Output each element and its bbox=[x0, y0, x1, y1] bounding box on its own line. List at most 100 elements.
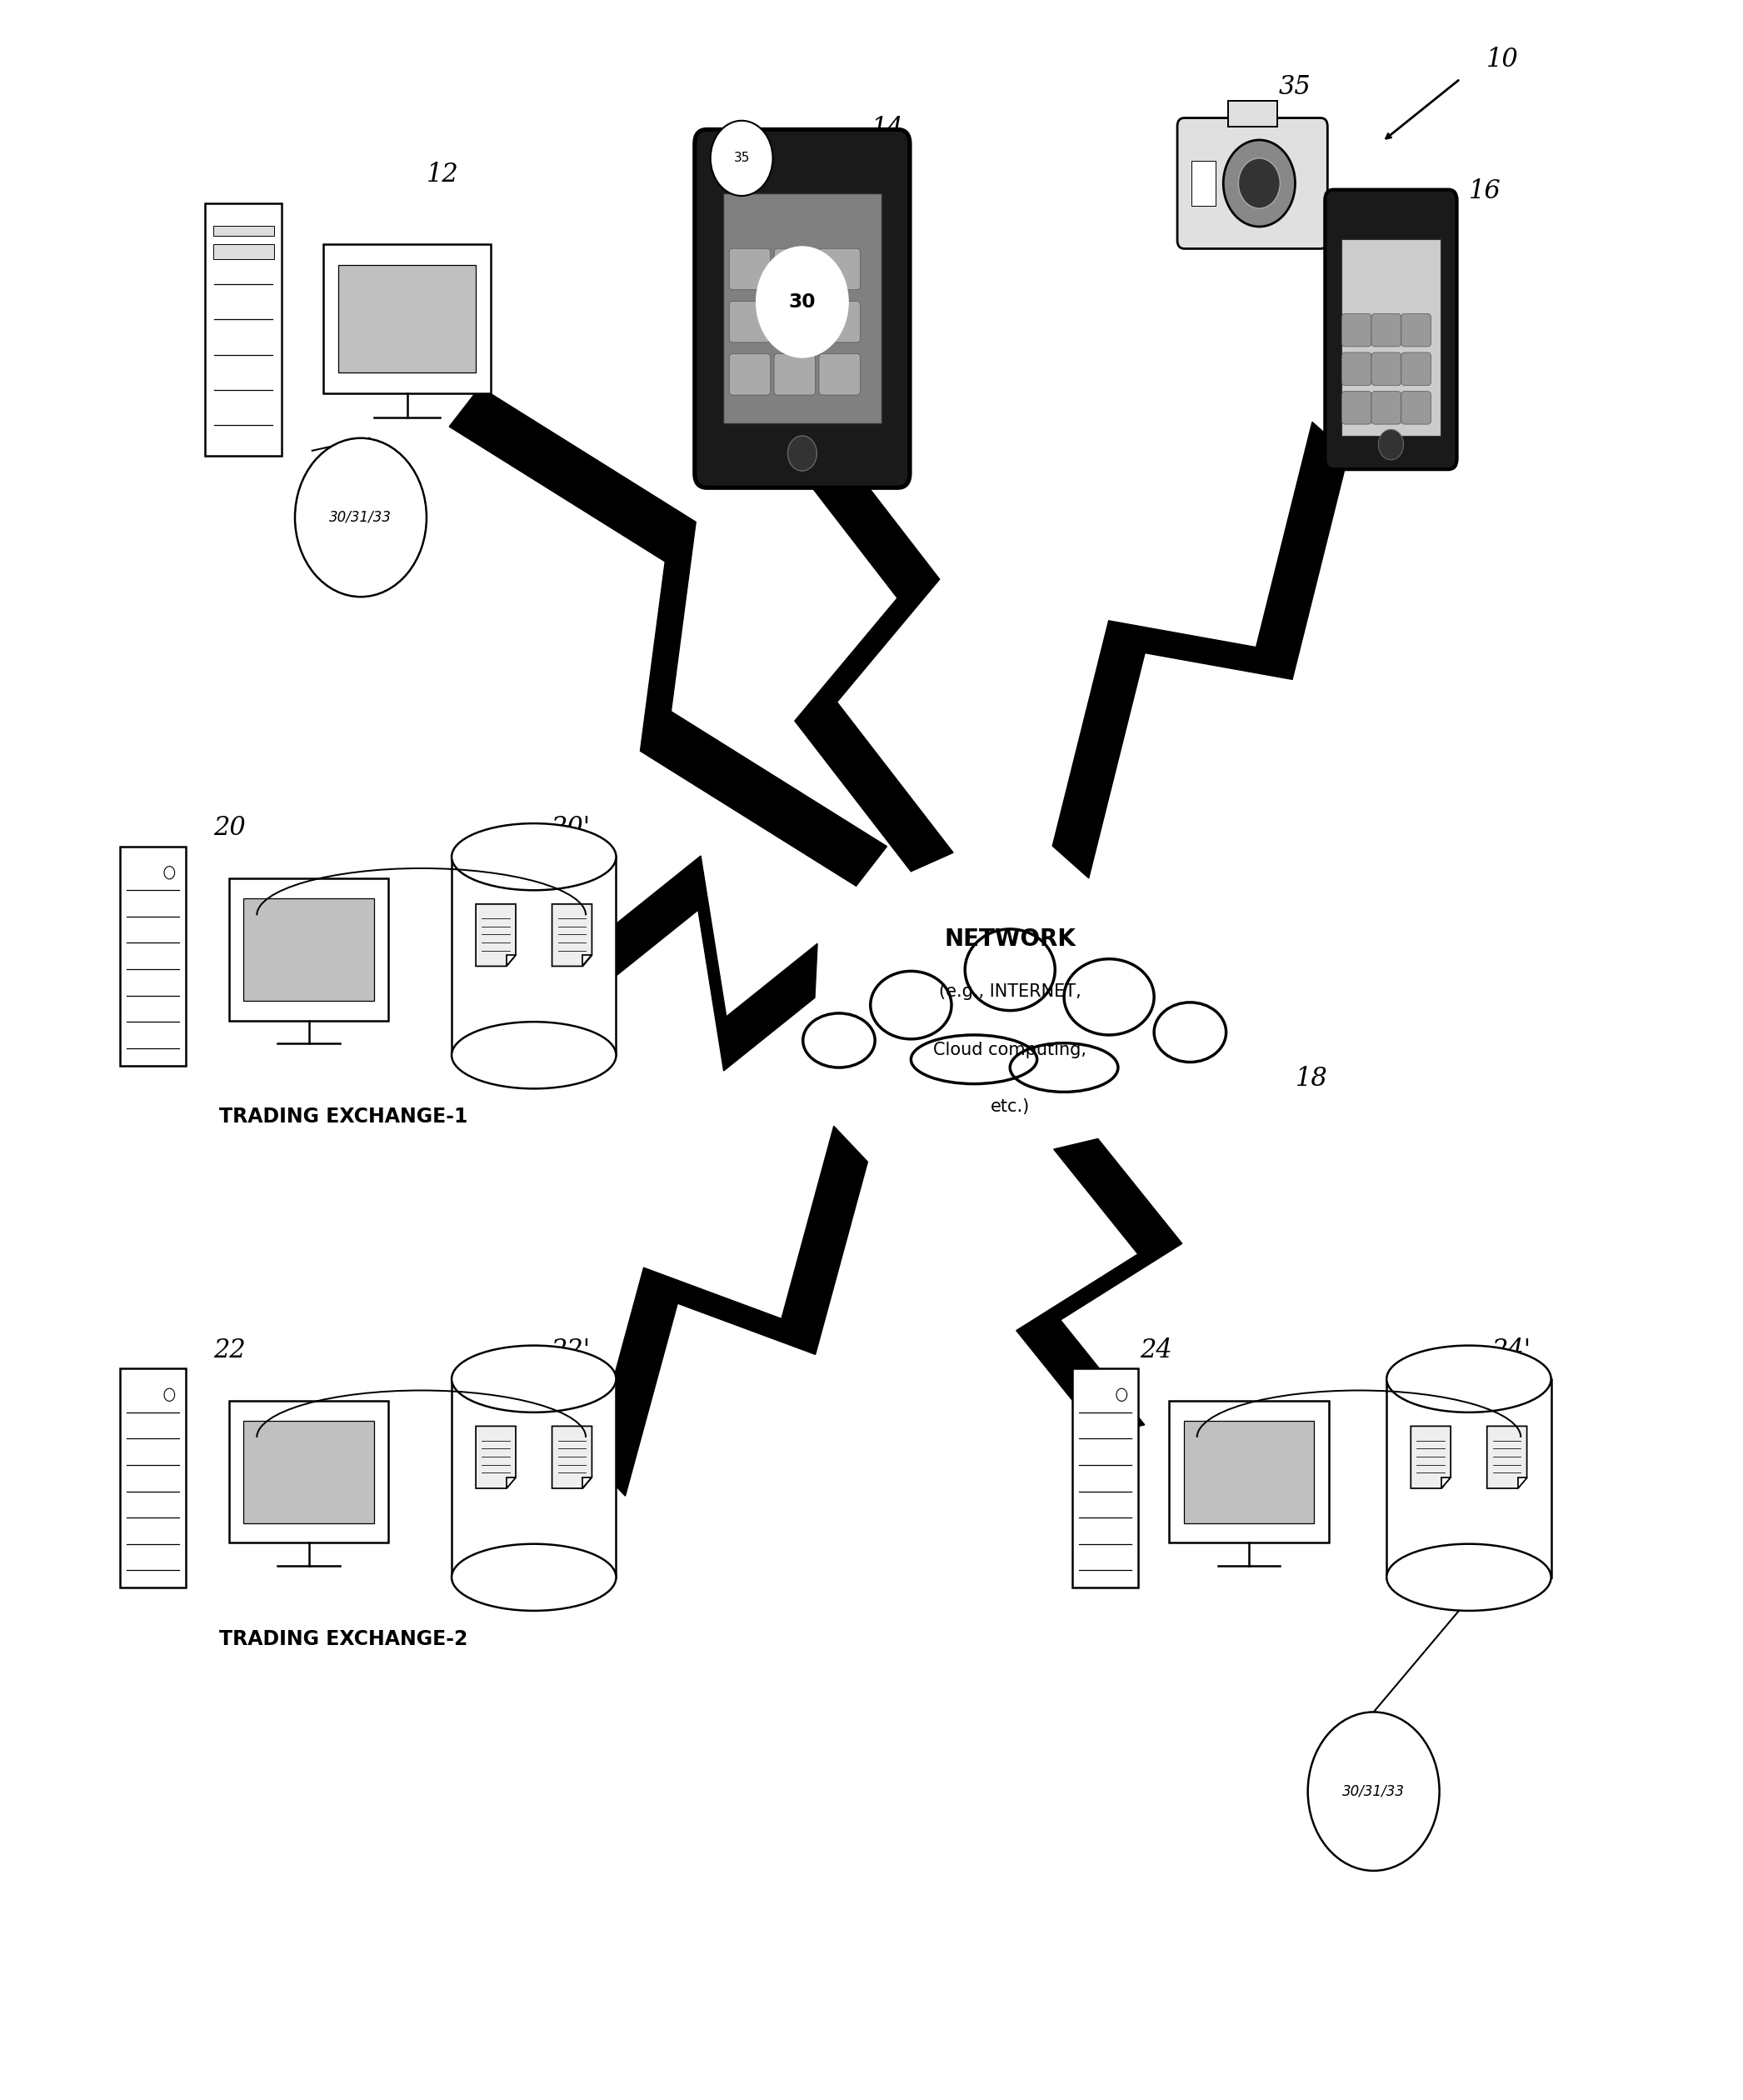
FancyBboxPatch shape bbox=[723, 193, 882, 424]
Circle shape bbox=[1379, 428, 1403, 460]
Text: 22: 22 bbox=[214, 1338, 246, 1363]
Ellipse shape bbox=[1009, 1044, 1117, 1092]
Polygon shape bbox=[582, 1476, 593, 1489]
FancyBboxPatch shape bbox=[213, 244, 274, 258]
FancyBboxPatch shape bbox=[324, 244, 492, 393]
FancyBboxPatch shape bbox=[228, 878, 389, 1021]
Text: 30/31/33: 30/31/33 bbox=[1342, 1783, 1405, 1800]
Polygon shape bbox=[607, 857, 817, 1071]
Ellipse shape bbox=[912, 1035, 1037, 1084]
Ellipse shape bbox=[451, 1346, 615, 1413]
FancyBboxPatch shape bbox=[1227, 101, 1278, 126]
Text: 24: 24 bbox=[1140, 1338, 1171, 1363]
Polygon shape bbox=[507, 1476, 516, 1489]
Polygon shape bbox=[1518, 1476, 1527, 1489]
Circle shape bbox=[1117, 1388, 1128, 1401]
Text: 16: 16 bbox=[1469, 179, 1501, 204]
Polygon shape bbox=[476, 1426, 516, 1489]
Ellipse shape bbox=[966, 928, 1055, 1010]
Ellipse shape bbox=[1063, 960, 1154, 1035]
FancyBboxPatch shape bbox=[1342, 313, 1372, 346]
FancyBboxPatch shape bbox=[1401, 391, 1431, 424]
FancyBboxPatch shape bbox=[1401, 313, 1431, 346]
Text: Cloud computing,: Cloud computing, bbox=[933, 1042, 1086, 1058]
Circle shape bbox=[711, 120, 772, 195]
Text: 30: 30 bbox=[788, 292, 816, 311]
FancyBboxPatch shape bbox=[1372, 353, 1401, 386]
FancyBboxPatch shape bbox=[819, 248, 861, 290]
FancyBboxPatch shape bbox=[1072, 1369, 1138, 1588]
Circle shape bbox=[164, 867, 174, 880]
Polygon shape bbox=[1441, 1476, 1450, 1489]
FancyBboxPatch shape bbox=[729, 300, 770, 342]
Text: 20': 20' bbox=[551, 815, 591, 842]
FancyBboxPatch shape bbox=[729, 353, 770, 395]
Circle shape bbox=[1239, 158, 1279, 208]
FancyBboxPatch shape bbox=[451, 857, 615, 1054]
FancyBboxPatch shape bbox=[819, 353, 861, 395]
FancyBboxPatch shape bbox=[228, 1401, 389, 1544]
Text: 22': 22' bbox=[551, 1338, 591, 1363]
Text: etc.): etc.) bbox=[990, 1098, 1030, 1115]
Ellipse shape bbox=[1387, 1544, 1551, 1611]
Circle shape bbox=[1307, 1711, 1440, 1871]
Text: TRADING EXCHANGE-2: TRADING EXCHANGE-2 bbox=[220, 1630, 467, 1648]
Polygon shape bbox=[1487, 1426, 1527, 1489]
Ellipse shape bbox=[1387, 1346, 1551, 1413]
FancyBboxPatch shape bbox=[120, 846, 187, 1065]
Text: 20: 20 bbox=[214, 815, 246, 842]
FancyBboxPatch shape bbox=[1372, 391, 1401, 424]
Ellipse shape bbox=[451, 1544, 615, 1611]
FancyBboxPatch shape bbox=[244, 899, 375, 1002]
Text: 30/31/33: 30/31/33 bbox=[329, 510, 392, 525]
Polygon shape bbox=[553, 1426, 593, 1489]
FancyBboxPatch shape bbox=[819, 300, 861, 342]
FancyBboxPatch shape bbox=[695, 130, 910, 487]
Circle shape bbox=[295, 439, 427, 596]
FancyBboxPatch shape bbox=[774, 353, 816, 395]
Text: TRADING EXCHANGE-1: TRADING EXCHANGE-1 bbox=[220, 1107, 467, 1128]
FancyBboxPatch shape bbox=[206, 204, 282, 456]
Ellipse shape bbox=[451, 1023, 615, 1088]
FancyBboxPatch shape bbox=[1372, 313, 1401, 346]
FancyBboxPatch shape bbox=[451, 1380, 615, 1577]
FancyBboxPatch shape bbox=[120, 1369, 187, 1588]
Ellipse shape bbox=[804, 1012, 875, 1067]
Text: NETWORK: NETWORK bbox=[945, 928, 1075, 951]
Text: 24': 24' bbox=[1492, 1338, 1530, 1363]
FancyBboxPatch shape bbox=[1342, 353, 1372, 386]
Text: 10: 10 bbox=[1487, 46, 1518, 74]
Polygon shape bbox=[591, 1126, 868, 1495]
FancyBboxPatch shape bbox=[338, 265, 476, 372]
FancyBboxPatch shape bbox=[213, 227, 274, 235]
Polygon shape bbox=[582, 956, 593, 966]
Text: 35: 35 bbox=[1278, 174, 1311, 200]
FancyBboxPatch shape bbox=[1190, 160, 1215, 206]
Text: 14: 14 bbox=[872, 116, 905, 141]
FancyBboxPatch shape bbox=[1342, 391, 1372, 424]
FancyBboxPatch shape bbox=[1325, 189, 1457, 468]
Polygon shape bbox=[476, 905, 516, 966]
Circle shape bbox=[756, 248, 847, 357]
Polygon shape bbox=[450, 386, 887, 886]
Text: 35: 35 bbox=[734, 151, 749, 164]
Text: (e.g., INTERNET,: (e.g., INTERNET, bbox=[939, 983, 1081, 1000]
FancyBboxPatch shape bbox=[729, 248, 770, 290]
Polygon shape bbox=[553, 905, 593, 966]
Text: 18: 18 bbox=[1295, 1067, 1328, 1092]
Polygon shape bbox=[507, 956, 516, 966]
Circle shape bbox=[164, 1388, 174, 1401]
FancyBboxPatch shape bbox=[1183, 1422, 1314, 1522]
Text: 12: 12 bbox=[427, 162, 458, 187]
FancyBboxPatch shape bbox=[244, 1422, 375, 1522]
FancyBboxPatch shape bbox=[1401, 353, 1431, 386]
Text: 35: 35 bbox=[1278, 74, 1311, 101]
FancyBboxPatch shape bbox=[774, 300, 816, 342]
FancyBboxPatch shape bbox=[1177, 118, 1328, 248]
Ellipse shape bbox=[451, 823, 615, 890]
Circle shape bbox=[1224, 141, 1295, 227]
FancyBboxPatch shape bbox=[1387, 1380, 1551, 1577]
Polygon shape bbox=[781, 428, 953, 872]
Ellipse shape bbox=[1154, 1002, 1225, 1063]
Polygon shape bbox=[1410, 1426, 1450, 1489]
